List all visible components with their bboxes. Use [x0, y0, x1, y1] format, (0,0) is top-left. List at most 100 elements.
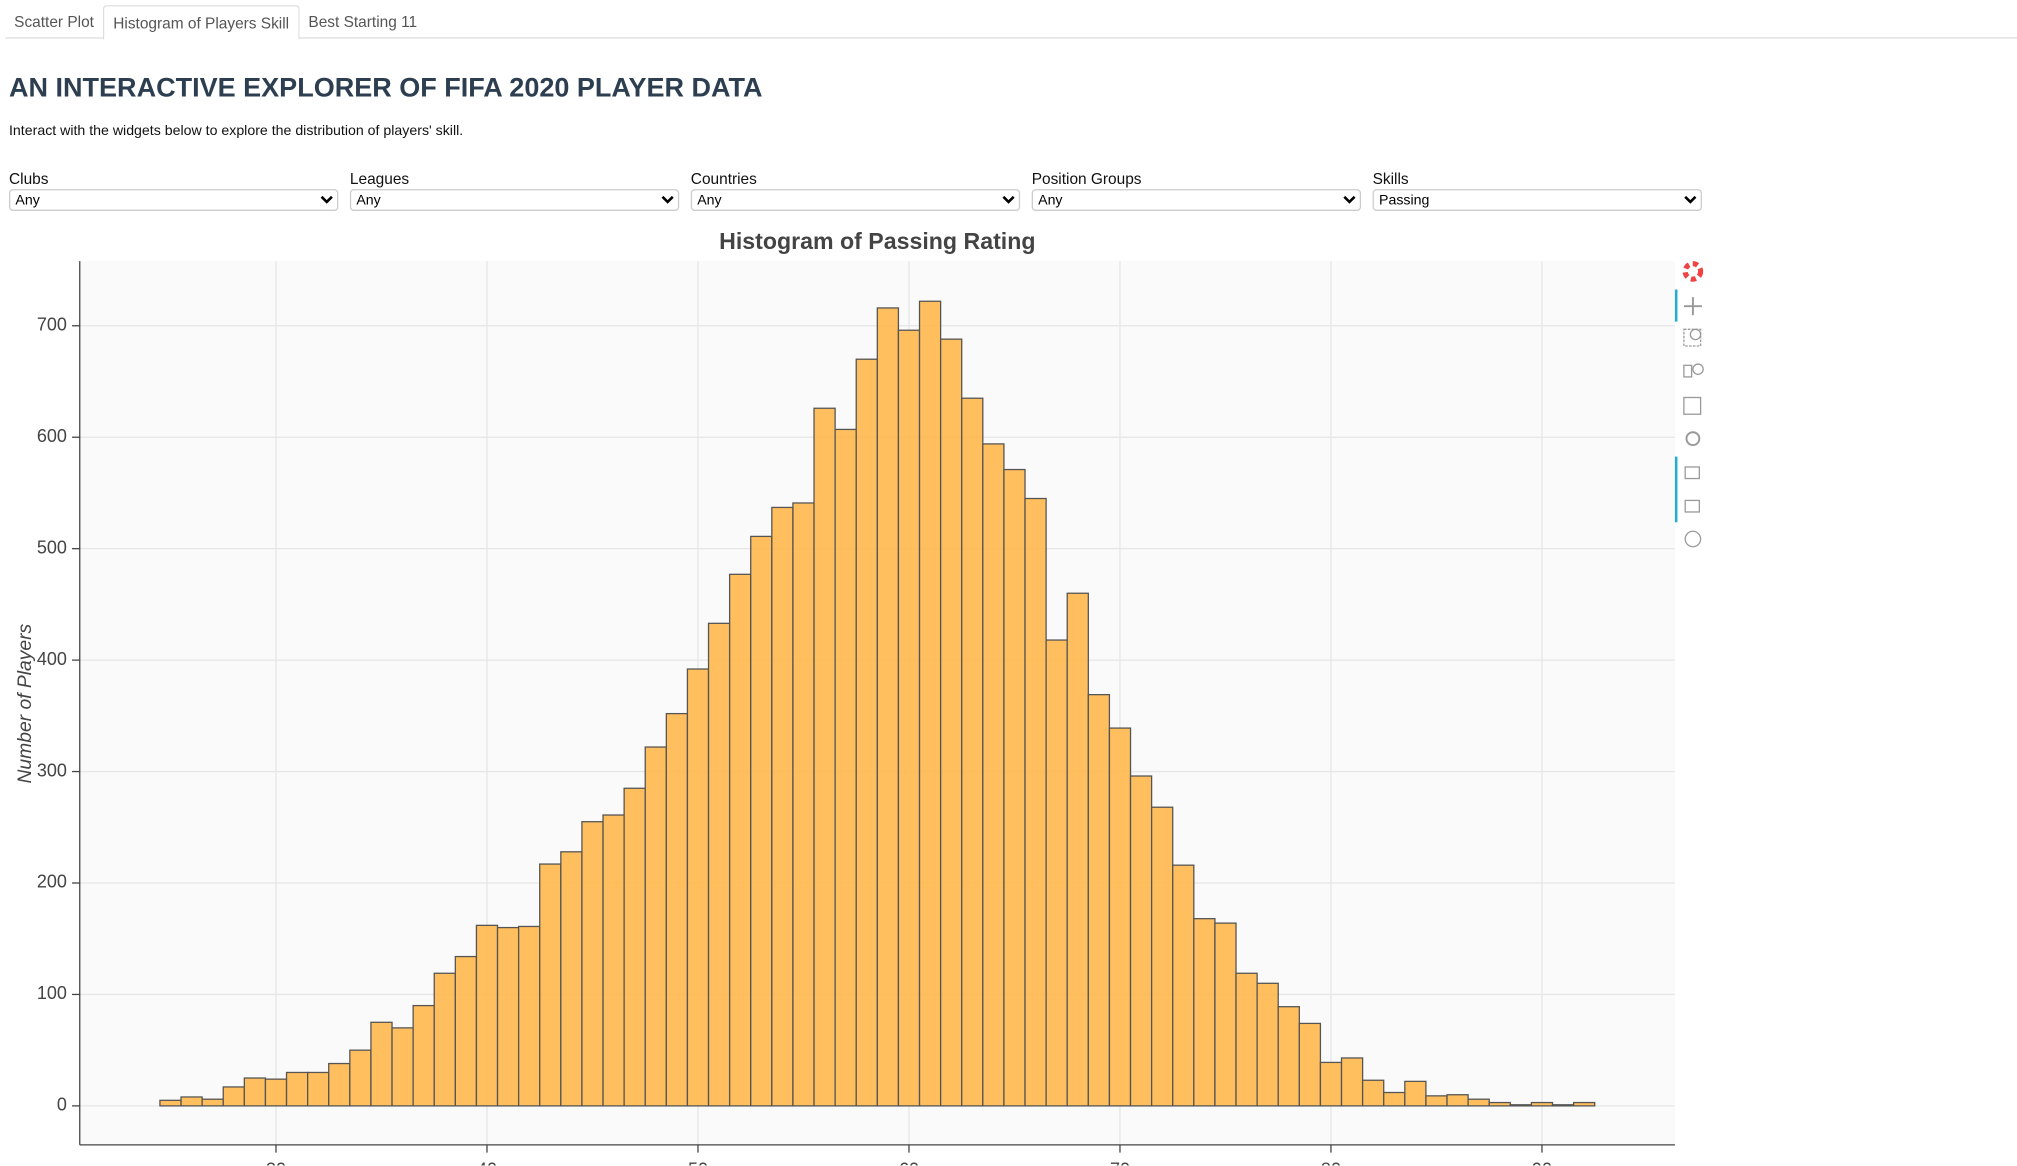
bar: [1129, 775, 1153, 1107]
bar: [939, 338, 963, 1107]
x-tick-label: 60: [899, 1159, 919, 1165]
bar: [180, 1096, 203, 1107]
bar: [1361, 1079, 1385, 1107]
box-zoom-tool[interactable]: [1683, 328, 1702, 347]
x-tick-label: 50: [688, 1159, 708, 1165]
bar: [159, 1099, 182, 1107]
tab[interactable]: Scatter Plot: [14, 12, 94, 31]
bar: [623, 787, 646, 1107]
bar: [834, 428, 857, 1107]
bar: [370, 1021, 393, 1107]
bar: [1298, 1022, 1322, 1107]
tab-active[interactable]: Histogram of Players Skill: [102, 5, 300, 40]
bar: [1172, 864, 1195, 1107]
y-tick-label: 0: [57, 1095, 67, 1115]
bar: [1024, 497, 1047, 1107]
bar: [961, 397, 984, 1107]
page-title: AN INTERACTIVE EXPLORER OF FIFA 2020 PLA…: [9, 73, 763, 103]
bar: [792, 502, 815, 1107]
filter: Clubs Any: [9, 169, 339, 211]
chart-title: Histogram of Passing Rating: [719, 228, 1035, 254]
bar: [1446, 1094, 1469, 1107]
hover-tool[interactable]: [1684, 466, 1700, 480]
bar: [602, 814, 625, 1107]
bar: [771, 506, 794, 1107]
bar: [285, 1071, 309, 1107]
bar: [707, 622, 731, 1107]
bar: [1530, 1101, 1554, 1107]
bar: [328, 1062, 351, 1107]
bar: [1467, 1098, 1490, 1107]
bar: [1256, 982, 1279, 1107]
bar: [750, 535, 773, 1107]
filter-label: Clubs: [9, 169, 49, 188]
logo[interactable]: [1682, 261, 1704, 282]
x-tick-label: 40: [477, 1159, 497, 1165]
bar: [412, 1004, 435, 1107]
bar: [306, 1071, 330, 1107]
filter-select[interactable]: Any: [349, 189, 680, 211]
filter: Countries Any: [690, 169, 1021, 211]
bar: [1319, 1061, 1343, 1107]
filter-select[interactable]: Any: [690, 189, 1021, 211]
save-tool[interactable]: [1683, 396, 1702, 415]
filter: Skills Passing: [1372, 169, 1702, 211]
bar: [349, 1049, 372, 1107]
y-axis-label: Number of Players: [15, 623, 36, 783]
bar: [918, 300, 942, 1107]
y-tick-label: 500: [37, 537, 67, 557]
bar: [243, 1077, 267, 1107]
bar: [1108, 727, 1132, 1107]
bar: [1404, 1080, 1427, 1107]
description: Interact with the widgets below to explo…: [9, 123, 464, 139]
filter-label: Skills: [1372, 169, 1409, 188]
bar: [517, 925, 541, 1107]
tab[interactable]: Best Starting 11: [308, 12, 418, 31]
filter-select[interactable]: Any: [1031, 189, 1362, 211]
bar: [1193, 918, 1216, 1107]
bar: [454, 955, 478, 1107]
wheel-zoom-tool[interactable]: [1683, 363, 1704, 378]
bar: [644, 746, 667, 1107]
bar: [728, 573, 752, 1107]
bar: [1235, 972, 1258, 1107]
help-tool[interactable]: [1684, 530, 1702, 548]
toolbar: [1674, 261, 1704, 548]
bar: [982, 443, 1005, 1107]
bar: [1340, 1057, 1364, 1107]
y-tick-label: 400: [37, 649, 67, 669]
y-tick-label: 700: [37, 315, 67, 335]
filter: Leagues Any: [349, 169, 680, 211]
bar: [433, 972, 456, 1107]
bar: [1277, 1006, 1300, 1107]
bar: [222, 1086, 245, 1107]
bar: [1488, 1101, 1511, 1107]
pan-tool[interactable]: [1683, 297, 1702, 316]
bar: [876, 307, 900, 1107]
bar: [1045, 639, 1068, 1107]
filter-select[interactable]: Any: [9, 189, 339, 211]
bar: [686, 668, 710, 1107]
filter: Position Groups Any: [1031, 170, 1362, 211]
hover-tool[interactable]: [1684, 499, 1700, 513]
bar: [897, 329, 921, 1107]
filter-select[interactable]: Passing: [1372, 189, 1702, 211]
filter-label: Leagues: [349, 169, 410, 188]
bar: [665, 712, 689, 1107]
filter-label: Countries: [690, 169, 757, 188]
x-tick-label: 70: [1110, 1159, 1130, 1165]
y-tick-label: 100: [37, 983, 67, 1003]
bar: [1003, 468, 1026, 1107]
bar: [1066, 592, 1089, 1107]
bar: [1572, 1101, 1596, 1107]
bar: [560, 851, 583, 1107]
bar: [813, 407, 836, 1107]
bar: [1383, 1091, 1406, 1107]
reset-tool[interactable]: [1685, 431, 1701, 447]
bar: [1150, 806, 1174, 1107]
bar: [264, 1078, 288, 1107]
bar: [391, 1027, 414, 1107]
x-tick-label: 90: [1532, 1159, 1552, 1165]
